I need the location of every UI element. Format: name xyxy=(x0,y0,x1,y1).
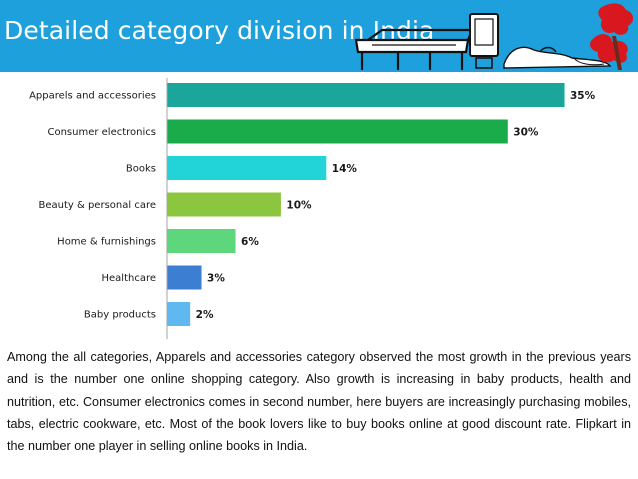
category-label-books: Books xyxy=(126,164,156,175)
bar-home-and-furnishings xyxy=(167,229,236,253)
shoe-sketch-icon xyxy=(503,46,612,69)
value-label-baby-products: 2% xyxy=(196,309,214,321)
bars-group: Apparels and accessories 35% Consumer elec… xyxy=(29,83,596,326)
red-flower-icon xyxy=(590,3,634,70)
category-label-consumer-electronics: Consumer electronics xyxy=(47,127,156,138)
category-bar-chart: Apparels and accessories 35% Consumer elec… xyxy=(29,78,596,339)
category-label-apparels-and-accessories: Apparels and accessories xyxy=(29,91,156,102)
bar-apparels-and-accessories xyxy=(167,83,565,107)
table-sketch-icon xyxy=(354,28,474,70)
bar-healthcare xyxy=(167,265,202,290)
value-label-apparels-and-accessories: 35% xyxy=(570,90,596,102)
category-label-beauty-and-personal-care: Beauty & personal care xyxy=(38,200,156,211)
category-label-healthcare: Healthcare xyxy=(101,273,156,284)
value-label-beauty-and-personal-care: 10% xyxy=(286,200,312,212)
category-label-home-and-furnishings: Home & furnishings xyxy=(57,237,156,248)
bar-beauty-and-personal-care xyxy=(167,192,281,217)
value-label-home-and-furnishings: 6% xyxy=(241,236,259,248)
bar-books xyxy=(167,156,327,180)
value-label-healthcare: 3% xyxy=(207,273,225,285)
value-label-consumer-electronics: 30% xyxy=(513,127,539,139)
title-bar: Detailed category division in India xyxy=(0,0,638,72)
bar-baby-products xyxy=(167,302,191,326)
decorative-sketches xyxy=(354,3,634,70)
bar-consumer-electronics xyxy=(167,119,508,144)
description-paragraph: Among the all categories, Apparels and a… xyxy=(7,350,631,454)
monitor-sketch-icon xyxy=(469,13,499,69)
value-label-books: 14% xyxy=(332,163,358,175)
category-label-baby-products: Baby products xyxy=(84,310,156,321)
